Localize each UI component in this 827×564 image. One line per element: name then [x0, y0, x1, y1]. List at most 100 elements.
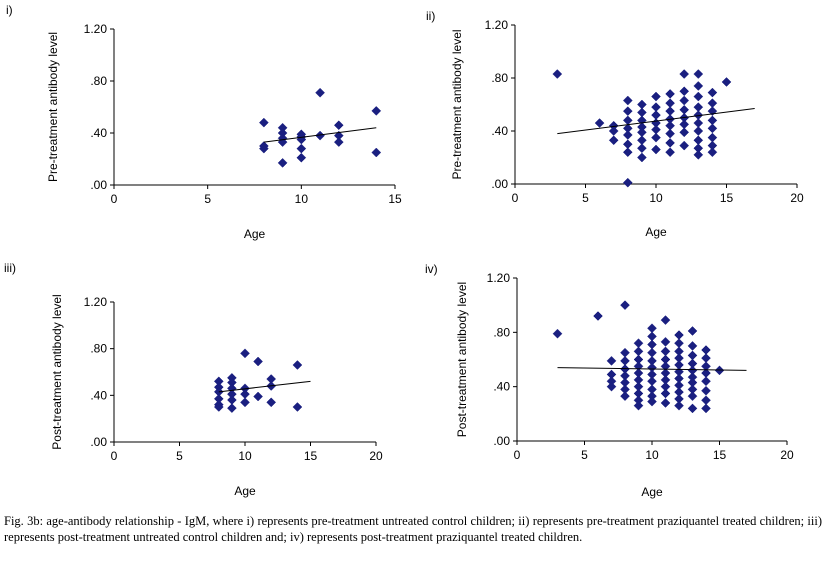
data-point — [620, 300, 630, 311]
y-tick-label: .80 — [90, 342, 107, 356]
data-point — [240, 348, 250, 359]
x-tick-label: 20 — [790, 191, 804, 205]
data-point — [227, 403, 237, 414]
data-point — [622, 130, 633, 140]
x-tick-label: 20 — [369, 449, 383, 463]
panel-label: ii) — [426, 9, 435, 23]
data-point — [606, 356, 617, 366]
data-point — [707, 87, 718, 98]
data-point — [266, 397, 277, 408]
data-point — [701, 395, 711, 406]
data-point — [292, 360, 303, 370]
y-tick-label: .40 — [493, 380, 510, 394]
data-point — [633, 338, 644, 349]
data-point — [693, 69, 704, 79]
x-tick-label: 10 — [645, 448, 659, 462]
data-point — [665, 147, 675, 158]
figure-panels: i) .00 .40 .80 1.20 0 5 10 15 Age Pre-treatment an… — [4, 3, 804, 499]
data-point — [552, 328, 563, 339]
data-point — [371, 106, 382, 116]
data-point — [679, 140, 690, 151]
data-point — [333, 120, 344, 131]
data-point — [687, 403, 698, 414]
panel-3: iii) .00 .40 .80 1.20 0 5 10 15 20 Age Post-treatme… — [4, 261, 383, 498]
data-point — [651, 144, 661, 155]
data-point — [606, 381, 617, 392]
trend-line — [263, 127, 377, 143]
data-point — [296, 152, 307, 163]
x-tick-label: 0 — [111, 192, 118, 206]
data-point — [660, 336, 671, 347]
data-point — [693, 126, 704, 136]
data-point — [687, 326, 698, 336]
data-point — [693, 81, 704, 91]
data-point — [633, 400, 644, 411]
data-point — [721, 77, 732, 87]
y-tick-label: .40 — [491, 124, 508, 138]
data-point — [552, 69, 563, 79]
data-point — [674, 338, 684, 349]
x-axis-title: Age — [645, 225, 667, 239]
data-point — [687, 341, 698, 351]
trend-line — [218, 380, 311, 393]
data-point — [679, 127, 690, 138]
y-tick-label: 1.20 — [485, 18, 509, 32]
panel-label: iii) — [4, 261, 16, 275]
y-tick-label: 1.20 — [487, 271, 511, 285]
data-point — [620, 347, 630, 358]
x-tick-label: 5 — [204, 192, 211, 206]
data-point — [651, 91, 661, 102]
data-point — [594, 118, 605, 128]
trend-line — [557, 367, 747, 371]
data-point — [240, 389, 250, 400]
figure-caption: Fig. 3b: age-antibody relationship - IgM… — [4, 514, 822, 544]
y-tick-label: .80 — [491, 71, 508, 85]
data-point — [277, 158, 288, 168]
x-tick-label: 10 — [238, 449, 252, 463]
x-tick-label: 10 — [295, 192, 309, 206]
data-point — [647, 331, 657, 342]
panel-4: iv) .00 .40 .80 1.20 0 5 10 15 20 Age Post-treatmen… — [425, 262, 794, 499]
x-tick-label: 15 — [304, 449, 318, 463]
data-point — [620, 356, 630, 366]
data-point — [240, 397, 250, 408]
data-point — [665, 128, 675, 139]
data-point — [647, 339, 657, 350]
x-axis-title: Age — [234, 484, 256, 498]
data-point — [608, 135, 619, 146]
x-tick-label: 0 — [512, 191, 519, 205]
data-point — [674, 400, 684, 411]
data-point — [622, 177, 633, 188]
data-point — [701, 345, 711, 355]
data-point — [259, 143, 269, 154]
data-point — [292, 402, 303, 412]
x-axis-title: Age — [244, 227, 266, 241]
y-axis-title: Post-treatment antibody level — [455, 282, 469, 437]
y-tick-label: 1.20 — [84, 295, 108, 309]
data-point — [660, 398, 671, 408]
y-axis-title: Pre-treatment antibody level — [46, 32, 60, 182]
data-point — [693, 91, 704, 102]
y-tick-label: .40 — [90, 126, 107, 140]
data-point — [253, 391, 263, 402]
x-tick-label: 5 — [582, 191, 589, 205]
y-tick-label: .00 — [493, 434, 510, 448]
data-point — [665, 138, 675, 148]
x-tick-label: 15 — [720, 191, 734, 205]
data-point — [213, 402, 224, 412]
y-axis-title: Post-treatment antibody level — [50, 294, 64, 449]
data-point — [608, 126, 619, 136]
data-point — [679, 86, 690, 97]
x-axis-title: Age — [641, 485, 663, 499]
panel-2: ii) .00 .40 .80 1.20 0 5 10 15 20 Age Pre-treatment… — [426, 9, 804, 239]
data-point — [253, 356, 263, 367]
data-point — [333, 137, 344, 147]
data-point — [651, 132, 661, 143]
trend-line — [557, 107, 755, 135]
x-tick-label: 5 — [176, 449, 183, 463]
data-point — [637, 152, 647, 163]
data-point — [622, 147, 633, 158]
data-point — [701, 376, 711, 387]
y-tick-label: .80 — [90, 74, 107, 88]
data-point — [296, 143, 307, 154]
